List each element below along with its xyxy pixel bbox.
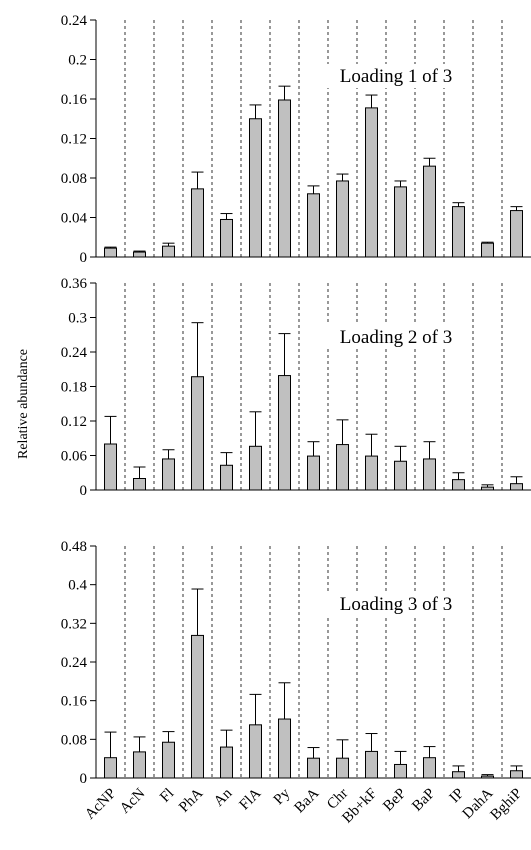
bar-an	[220, 464, 233, 491]
x-tick-label: AcNP	[82, 786, 119, 823]
y-tick-label: 0.12	[61, 414, 87, 430]
bar-bghip	[510, 770, 523, 779]
bar-acnp	[104, 247, 117, 258]
x-tick-label: AcN	[117, 785, 148, 816]
bar-an	[220, 218, 233, 258]
y-tick-label: 0.24	[61, 655, 88, 671]
bar-daha	[481, 486, 494, 491]
panel-title-background	[320, 325, 472, 349]
bar-baa	[307, 193, 320, 258]
x-tick-label: BeP	[380, 786, 409, 815]
bar-ip	[452, 479, 465, 491]
x-tick-label: PhA	[176, 785, 206, 815]
x-tick-label: FlA	[237, 785, 265, 813]
y-tick-label: 0.16	[61, 92, 88, 108]
y-tick-label: 0.12	[61, 132, 87, 148]
y-tick-label: 0.08	[61, 171, 87, 187]
y-tick-label: 0.08	[61, 732, 87, 748]
chart-panel-3: 0 0.08 0.16 0.24 0.32 0.4 0.48 Loading 3 of 3	[61, 539, 531, 787]
bar-bep	[394, 186, 407, 258]
bar-chr	[336, 444, 349, 491]
chart-panel-2: 0 0.06 0.12 0.18 0.24 0.3 0.36 Loading 2 of 3	[61, 276, 531, 499]
bar-baa	[307, 455, 320, 491]
bar-acn	[133, 751, 146, 779]
bar-bghip	[510, 210, 523, 258]
y-tick-label: 0.48	[61, 539, 87, 555]
bar-py	[278, 375, 291, 491]
bar-py	[278, 718, 291, 779]
y-tick-label: 0	[80, 250, 88, 266]
panel-title: Loading 2 of 3	[340, 327, 452, 348]
chart-panel-1: 0 0.04 0.08 0.12 0.16 0.2 0.24 Loading 1 of 3	[61, 13, 531, 266]
bar-acnp	[104, 443, 117, 491]
bar-bap	[423, 165, 436, 258]
bar-fla	[249, 118, 262, 258]
bar-bep	[394, 460, 407, 491]
bar-fl	[162, 458, 175, 491]
y-tick-label: 0.24	[61, 345, 88, 361]
bar-an	[220, 746, 233, 779]
bar-pha	[191, 634, 204, 779]
y-tick-label: 0.4	[68, 578, 87, 594]
y-tick-label: 0.3	[68, 311, 87, 327]
bar-pha	[191, 376, 204, 491]
panel-title-background	[320, 64, 472, 88]
y-tick-label: 0.32	[61, 616, 87, 632]
bar-bap	[423, 757, 436, 779]
x-tick-label: BghiP	[487, 786, 525, 824]
bar-chr	[336, 180, 349, 258]
bar-bb-kf	[365, 107, 378, 258]
y-tick-label: 0.04	[61, 211, 88, 227]
bar-acn	[133, 478, 146, 491]
bar-ip	[452, 771, 465, 779]
panel-title: Loading 3 of 3	[340, 594, 452, 615]
x-tick-label: Py	[271, 785, 294, 808]
bar-pha	[191, 188, 204, 258]
bar-fla	[249, 724, 262, 779]
panel-title: Loading 1 of 3	[340, 66, 452, 87]
x-tick-label: Fl	[157, 786, 177, 806]
bar-fla	[249, 445, 262, 491]
y-tick-label: 0.2	[68, 53, 87, 69]
bar-bep	[394, 763, 407, 779]
bar-py	[278, 99, 291, 258]
bar-bb-kf	[365, 750, 378, 779]
bar-bb-kf	[365, 455, 378, 491]
y-tick-label: 0	[80, 483, 88, 499]
bar-acnp	[104, 757, 117, 779]
y-tick-label: 0.16	[61, 694, 88, 710]
y-tick-label: 0.36	[61, 276, 88, 292]
bar-baa	[307, 757, 320, 779]
y-tick-label: 0	[80, 771, 88, 787]
x-tick-label: BaP	[409, 786, 438, 815]
x-tick-label: An	[211, 785, 236, 810]
bar-daha	[481, 242, 494, 258]
bar-fl	[162, 741, 175, 779]
bar-daha	[481, 775, 494, 779]
y-axis-label: Relative abundance	[16, 349, 31, 459]
bar-ip	[452, 206, 465, 258]
bar-bghip	[510, 483, 523, 491]
bar-bap	[423, 458, 436, 491]
bar-chr	[336, 757, 349, 779]
y-tick-label: 0.24	[61, 13, 88, 29]
y-tick-label: 0.06	[61, 449, 88, 465]
bar-fl	[162, 245, 175, 258]
x-tick-label: BaA	[292, 785, 323, 816]
y-tick-label: 0.18	[61, 380, 87, 396]
panel-title-background	[320, 592, 472, 616]
bar-acn	[133, 251, 146, 258]
x-tick-label: IP	[447, 786, 468, 807]
